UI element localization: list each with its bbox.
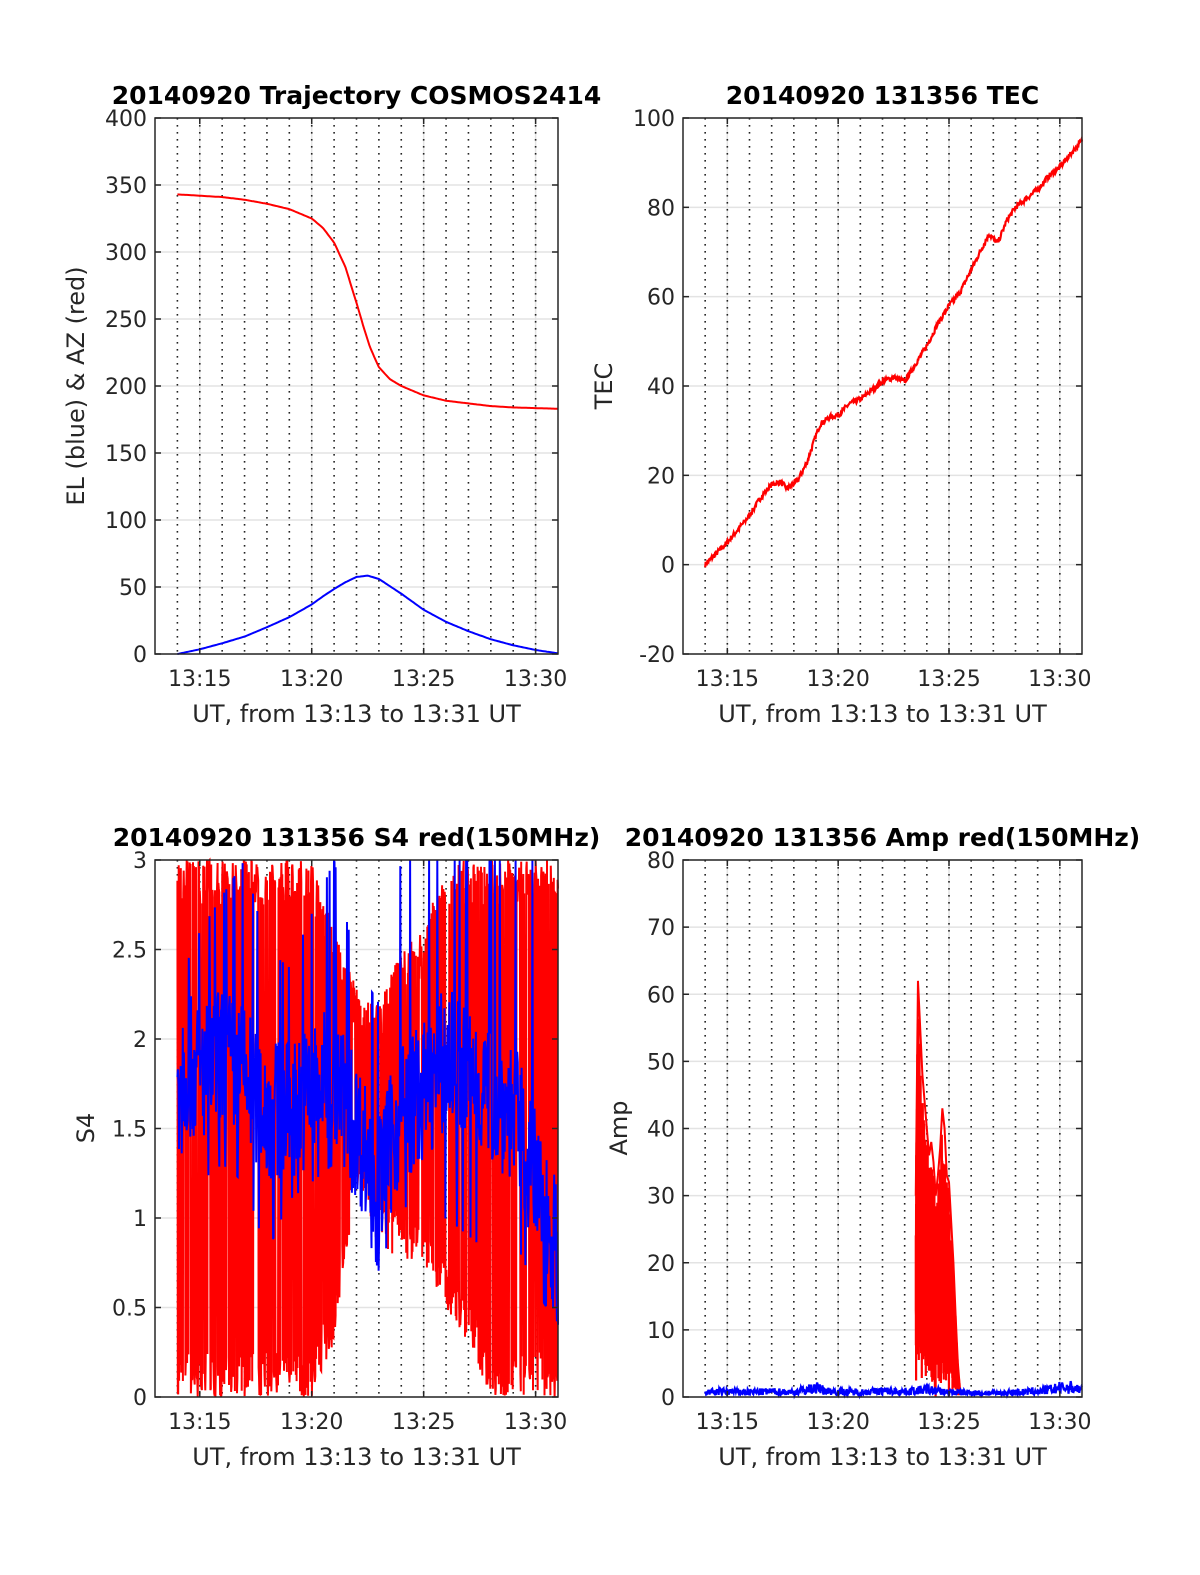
chart-title: 20140920 131356 TEC — [726, 81, 1039, 110]
y-axis-label: TEC — [590, 363, 618, 411]
y-tick-label: 0 — [133, 1386, 147, 1411]
y-tick-label: 100 — [105, 509, 147, 534]
chart-title: 20140920 131356 Amp red(150MHz) — [625, 823, 1141, 852]
x-tick-label: 13:15 — [696, 1410, 759, 1435]
y-tick-label: 150 — [105, 442, 147, 467]
trajectory-panel: 0 50 100 150 200 250 300 350 400 13:15 13:20 13:25 1… — [62, 81, 601, 728]
y-tick-label: 10 — [647, 1319, 675, 1344]
y-tick-label: 50 — [119, 576, 147, 601]
amp-envelope-line — [914, 980, 962, 1391]
series-line-2 — [177, 574, 559, 655]
x-tick-label: 13:25 — [392, 667, 455, 692]
y-tick-label: 30 — [647, 1185, 675, 1210]
y-tick-label: 3 — [133, 849, 147, 874]
chart-title: 20140920 Trajectory COSMOS2414 — [112, 81, 602, 110]
y-tick-label: 0.5 — [112, 1297, 147, 1322]
y-tick-label: 0 — [661, 1386, 675, 1411]
y-axis-label: EL (blue) & AZ (red) — [62, 266, 90, 505]
x-tick-label: 13:15 — [168, 1410, 231, 1435]
x-tick-label: 13:20 — [806, 1410, 869, 1435]
series-line-1 — [177, 193, 559, 410]
y-tick-label: 80 — [647, 196, 675, 221]
y-tick-label: 300 — [105, 241, 147, 266]
x-tick-label: 13:30 — [1028, 667, 1091, 692]
y-tick-label: -20 — [639, 643, 675, 668]
x-tick-label: 13:30 — [504, 667, 567, 692]
series-line-1 — [704, 135, 1084, 568]
x-tick-label: 13:25 — [917, 667, 980, 692]
series-line-2 — [176, 859, 559, 1325]
series-line-1 — [914, 1018, 962, 1397]
y-tick-label: 1 — [133, 1207, 147, 1232]
y-tick-label: 40 — [647, 375, 675, 400]
x-tick-label: 13:15 — [168, 667, 231, 692]
x-tick-label: 13:30 — [504, 1410, 567, 1435]
y-tick-label: 100 — [633, 107, 675, 132]
y-tick-label: 250 — [105, 308, 147, 333]
y-tick-label: 0 — [661, 554, 675, 579]
x-axis-label: UT, from 13:13 to 13:31 UT — [192, 1443, 521, 1471]
y-tick-label: 350 — [105, 174, 147, 199]
x-tick-label: 13:25 — [392, 1410, 455, 1435]
y-tick-label: 200 — [105, 375, 147, 400]
y-tick-label: 70 — [647, 916, 675, 941]
y-axis-label: S4 — [72, 1113, 100, 1144]
y-tick-label: 2 — [133, 1028, 147, 1053]
series-line-2 — [704, 1380, 1083, 1400]
x-axis-label: UT, from 13:13 to 13:31 UT — [718, 700, 1047, 728]
y-tick-label: 20 — [647, 464, 675, 489]
tec-panel: -20 0 20 40 60 80 100 13:15 13:20 13:25 13:30 20140… — [590, 81, 1092, 728]
y-tick-label: 20 — [647, 1252, 675, 1277]
y-tick-label: 1.5 — [112, 1118, 147, 1143]
x-axis-label: UT, from 13:13 to 13:31 UT — [192, 700, 521, 728]
x-tick-label: 13:15 — [696, 667, 759, 692]
y-tick-label: 50 — [647, 1050, 675, 1075]
amp-panel: 0 10 20 30 40 50 60 70 80 13:15 13:20 13:25 13:30 201… — [605, 823, 1140, 1471]
s4-panel: 0 0.5 1 1.5 2 2.5 3 13:15 13:20 13:25 13:30 2014092… — [72, 823, 600, 1471]
y-tick-label: 2.5 — [112, 939, 147, 964]
x-tick-label: 13:25 — [917, 1410, 980, 1435]
x-axis-label: UT, from 13:13 to 13:31 UT — [718, 1443, 1047, 1471]
chart-title: 20140920 131356 S4 red(150MHz) — [113, 823, 601, 852]
y-tick-label: 60 — [647, 983, 675, 1008]
x-tick-label: 13:20 — [280, 667, 343, 692]
y-tick-label: 40 — [647, 1118, 675, 1143]
y-tick-label: 80 — [647, 849, 675, 874]
y-tick-label: 60 — [647, 286, 675, 311]
x-tick-label: 13:20 — [280, 1410, 343, 1435]
y-tick-label: 400 — [105, 107, 147, 132]
y-axis-label: Amp — [605, 1100, 633, 1155]
x-tick-label: 13:20 — [806, 667, 869, 692]
x-tick-label: 13:30 — [1028, 1410, 1091, 1435]
y-tick-label: 0 — [133, 643, 147, 668]
